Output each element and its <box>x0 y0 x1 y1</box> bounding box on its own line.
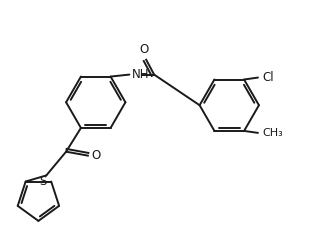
Text: Cl: Cl <box>262 71 274 84</box>
Text: S: S <box>39 175 46 188</box>
Text: CH₃: CH₃ <box>262 128 283 138</box>
Text: NH: NH <box>133 68 150 81</box>
Text: O: O <box>92 149 101 162</box>
Text: O: O <box>140 43 149 56</box>
